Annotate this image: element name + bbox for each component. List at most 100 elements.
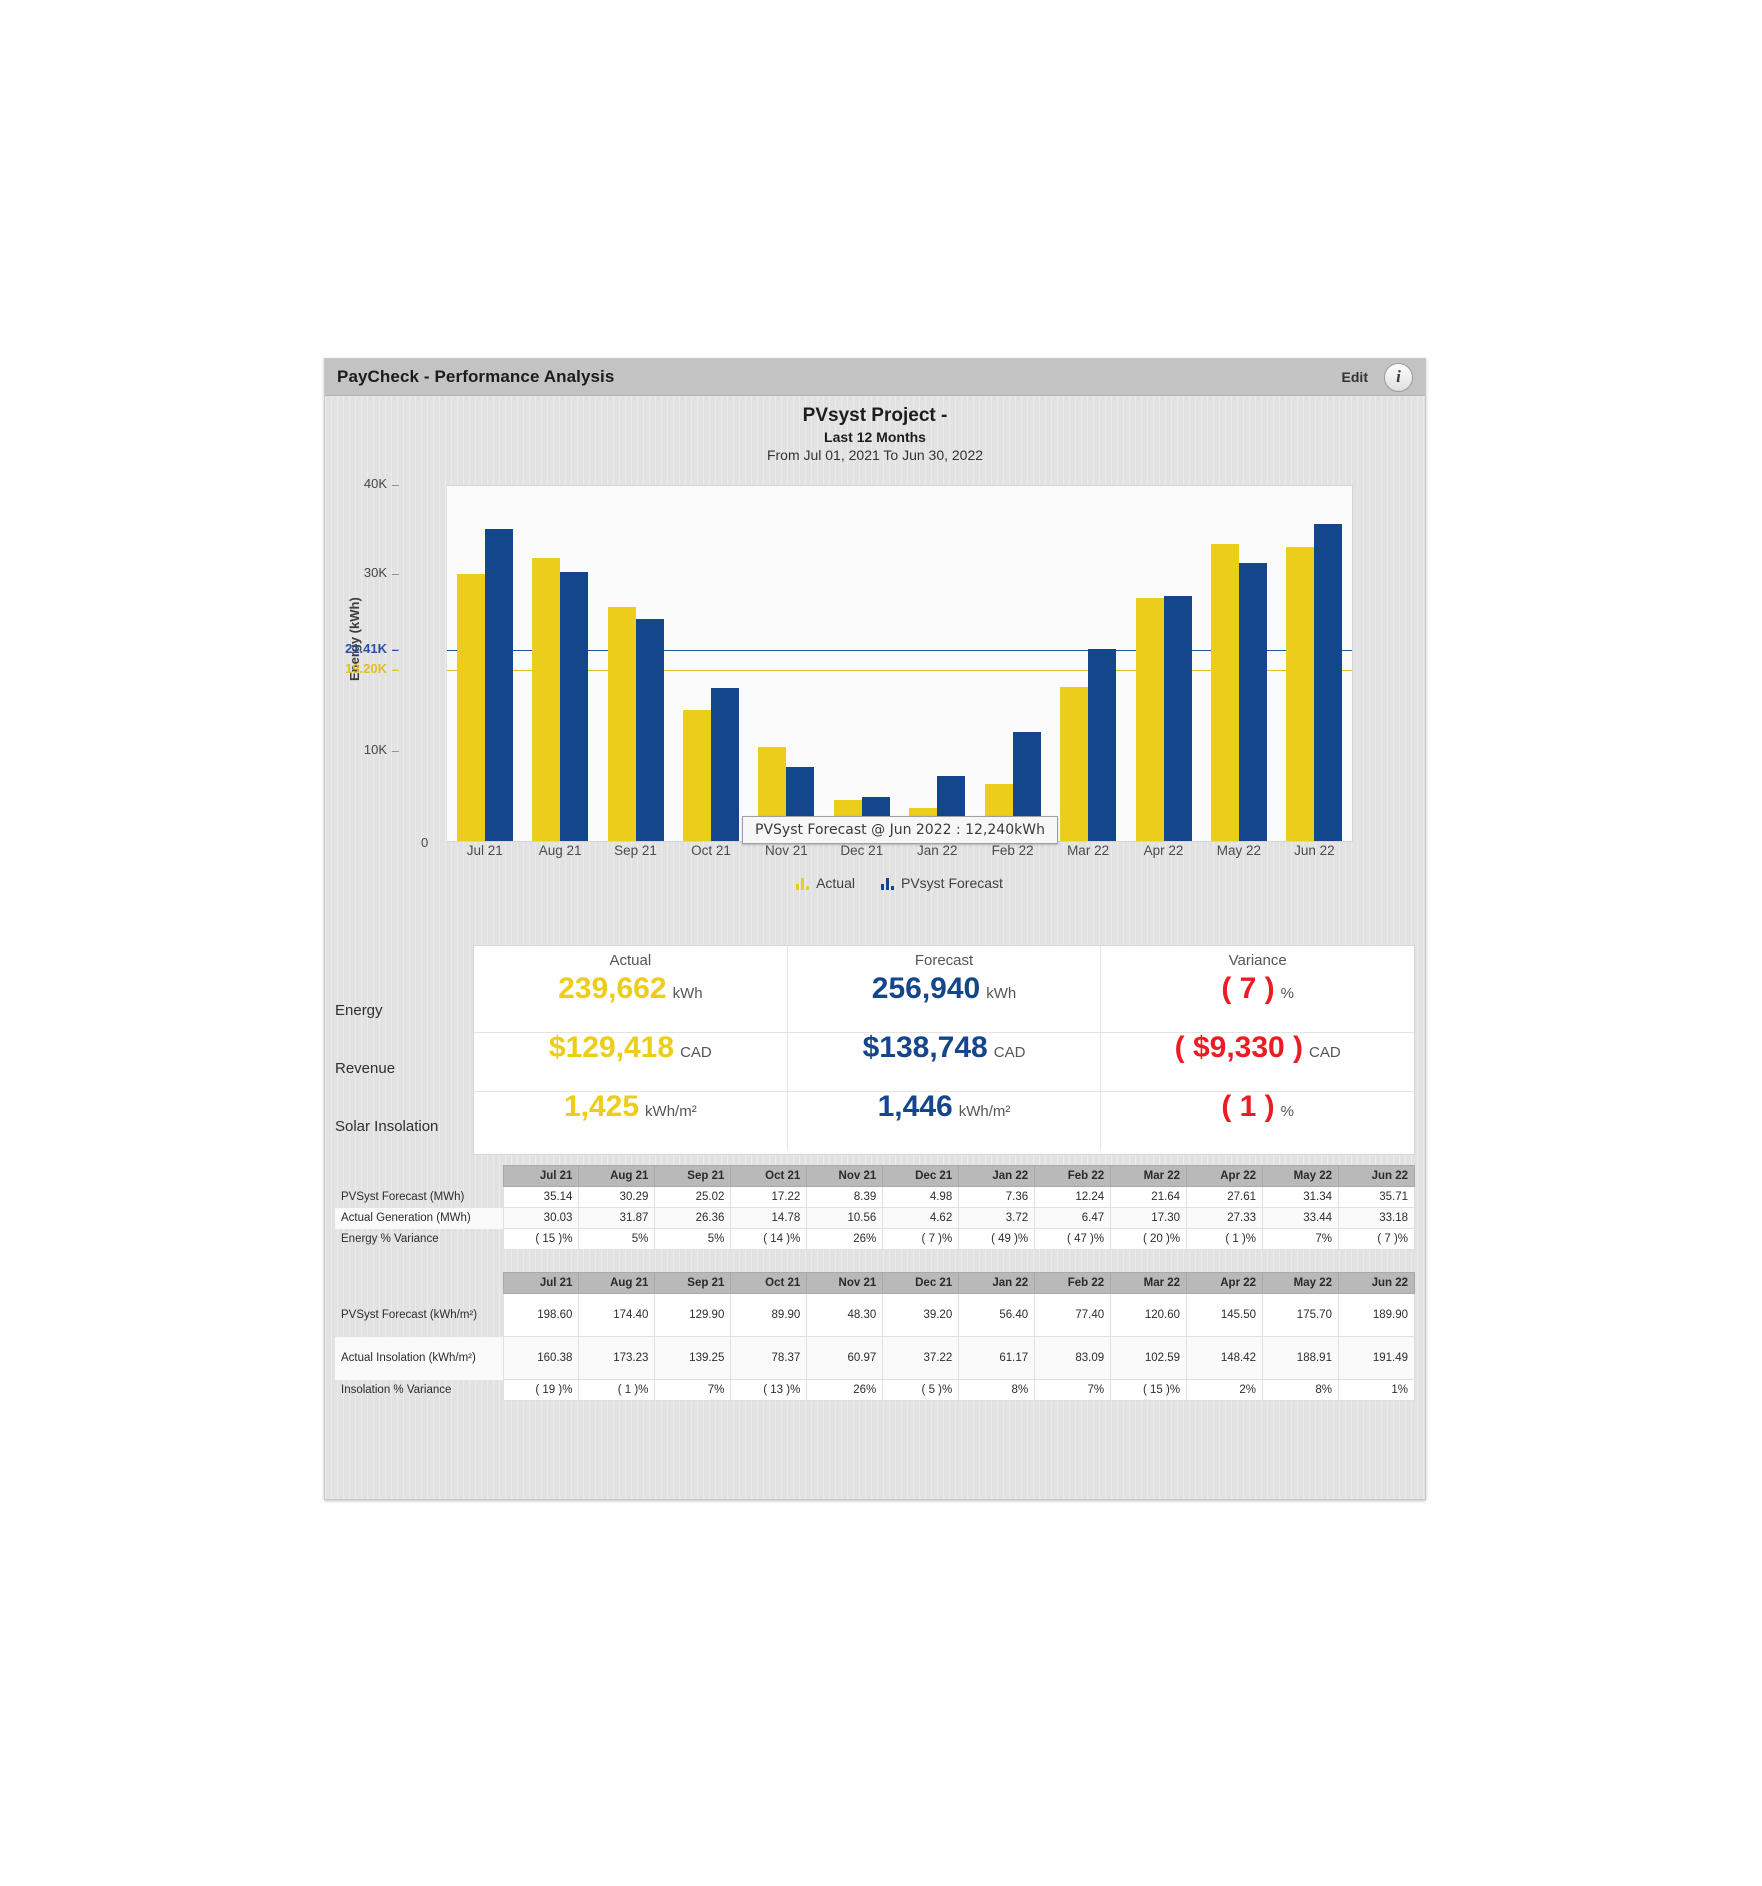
bar-group[interactable] <box>824 486 899 841</box>
table-variance-cell: ( 49 )% <box>958 1228 1036 1250</box>
legend-label-actual: Actual <box>816 875 855 891</box>
table-cell: 39.20 <box>882 1293 960 1337</box>
table-column-header: Aug 21 <box>578 1272 656 1294</box>
bar-forecast[interactable] <box>635 618 664 841</box>
bar-group[interactable] <box>900 486 975 841</box>
table-cell: 4.98 <box>882 1186 960 1208</box>
bar-actual[interactable] <box>1286 546 1315 841</box>
x-axis-tick-label: Jul 21 <box>466 843 503 858</box>
bar-forecast[interactable] <box>1314 524 1343 841</box>
summary-unit: CAD <box>680 1044 712 1061</box>
bar-actual[interactable] <box>532 558 561 841</box>
table-variance-cell: ( 14 )% <box>730 1228 808 1250</box>
bar-forecast[interactable] <box>484 529 513 841</box>
table-row: PVSyst Forecast (kWh/m²) 198.60 174.40 129.… <box>335 1293 1416 1337</box>
bar-forecast[interactable] <box>560 572 589 841</box>
summary-cell-actual: 239,662 kWh <box>474 974 788 1032</box>
bar-actual[interactable] <box>456 574 485 841</box>
table-variance-cell: 7% <box>1034 1379 1112 1401</box>
table-cell: 102.59 <box>1110 1336 1188 1380</box>
summary-header-row: Actual Forecast Variance <box>474 946 1414 974</box>
summary-value: $129,418 <box>548 1031 675 1064</box>
table-row: Actual Insolation (kWh/m²) 160.38 173.23 13… <box>335 1336 1416 1380</box>
bar-group[interactable] <box>749 486 824 841</box>
bar-actual[interactable] <box>1135 598 1164 841</box>
table-cell: 175.70 <box>1262 1293 1339 1337</box>
table-row-label: Energy % Variance <box>341 1233 439 1245</box>
summary-value: 239,662 <box>558 972 667 1005</box>
bar-actual[interactable] <box>1060 687 1089 841</box>
bar-forecast[interactable] <box>1088 648 1117 841</box>
table-corner-cell <box>335 1166 503 1187</box>
x-axis-tick-label: Sep 21 <box>614 843 657 858</box>
table-cell: 31.34 <box>1262 1186 1339 1208</box>
bar-chart: Energy (kWh) 40K –30K –10K –21.41K –19.20K – … <box>325 471 1425 941</box>
bar-group[interactable] <box>673 486 748 841</box>
table-variance-cell: 26% <box>806 1228 884 1250</box>
info-icon[interactable]: i <box>1384 362 1413 392</box>
table-cell: 12.24 <box>1034 1186 1112 1208</box>
bar-forecast[interactable] <box>1163 595 1192 841</box>
table-cell: 27.33 <box>1186 1207 1264 1229</box>
reference-line <box>447 650 1352 651</box>
table-cell: 61.17 <box>958 1336 1036 1380</box>
table-column-header: Aug 21 <box>578 1165 656 1187</box>
table-row: PVSyst Forecast (MWh) 35.14 30.29 25.02 17.2… <box>335 1186 1416 1208</box>
bar-group[interactable] <box>1277 486 1352 841</box>
x-axis-tick-label: Apr 22 <box>1143 843 1184 858</box>
bar-forecast[interactable] <box>710 688 739 841</box>
summary-cell-forecast: $138,748 CAD <box>788 1033 1102 1091</box>
table-column-header: Feb 22 <box>1034 1165 1112 1187</box>
table-cell: 174.40 <box>578 1293 656 1337</box>
y-axis-tick: 40K – <box>363 476 399 492</box>
table-variance-cell: ( 47 )% <box>1034 1228 1112 1250</box>
table-column-header: Nov 21 <box>806 1165 884 1187</box>
table-column-header: Dec 21 <box>882 1272 960 1294</box>
summary-value: ( $9,330 ) <box>1174 1031 1304 1064</box>
bar-forecast[interactable] <box>1238 562 1267 841</box>
x-axis-tick-label: Mar 22 <box>1067 843 1110 858</box>
bar-group[interactable] <box>447 486 522 841</box>
table-row-label: Actual Insolation (kWh/m²) <box>335 1336 503 1380</box>
bar-group[interactable] <box>1050 486 1125 841</box>
table-cell: 148.42 <box>1186 1336 1264 1380</box>
table-cell: 35.71 <box>1337 1186 1416 1208</box>
summary-cell-actual: 1,425 kWh/m² <box>474 1092 788 1150</box>
table-column-header: Mar 22 <box>1110 1272 1188 1294</box>
bar-group[interactable] <box>1201 486 1276 841</box>
edit-button[interactable]: Edit <box>1341 369 1368 385</box>
x-axis-tick-label: Aug 21 <box>538 843 582 858</box>
bar-group[interactable] <box>1126 486 1201 841</box>
table-variance-cell: 7% <box>654 1379 732 1401</box>
bar-group[interactable] <box>522 486 597 841</box>
summary-cell-actual: $129,418 CAD <box>474 1033 788 1091</box>
legend-item-forecast[interactable]: PVsyst Forecast <box>881 875 1003 891</box>
table-variance-cell: ( 13 )% <box>730 1379 808 1401</box>
table-variance-cell: ( 15 )% <box>1110 1379 1188 1401</box>
bar-group[interactable] <box>598 486 673 841</box>
summary-unit: % <box>1280 985 1295 1002</box>
table-cell: 6.47 <box>1034 1207 1112 1229</box>
chart-date-range: From Jul 01, 2021 To Jun 30, 2022 <box>766 447 984 463</box>
table-cell: 30.03 <box>502 1207 580 1229</box>
table-variance-cell: ( 7 )% <box>882 1228 960 1250</box>
bar-actual[interactable] <box>682 709 711 841</box>
table-variance-cell: 8% <box>958 1379 1036 1401</box>
panel-title: PayCheck - Performance Analysis <box>337 367 615 386</box>
table-variance-cell: 5% <box>654 1228 732 1250</box>
table-cell: 14.78 <box>730 1207 808 1229</box>
bar-actual[interactable] <box>1210 544 1239 841</box>
table-cell: 33.18 <box>1337 1207 1416 1229</box>
table-cell: 48.30 <box>806 1293 884 1337</box>
legend-item-actual[interactable]: Actual <box>796 875 855 891</box>
table-header-row: Jul 21 Aug 21 Sep 21 Oct 21 Nov 21 Dec 21 Jan … <box>335 1165 1416 1187</box>
bar-actual[interactable] <box>607 607 636 841</box>
table-variance-cell: 1% <box>1337 1379 1416 1401</box>
table-header-row: Jul 21 Aug 21 Sep 21 Oct 21 Nov 21 Dec 21 Jan … <box>335 1272 1416 1294</box>
bar-group[interactable] <box>975 486 1050 841</box>
table-cell: 160.38 <box>502 1336 580 1380</box>
table-variance-cell: 7% <box>1262 1228 1339 1250</box>
table-cell: 21.64 <box>1110 1186 1188 1208</box>
table-variance-row: Energy % Variance( 15 )% 5% 5%( 14 )% 26%( … <box>335 1228 1416 1250</box>
